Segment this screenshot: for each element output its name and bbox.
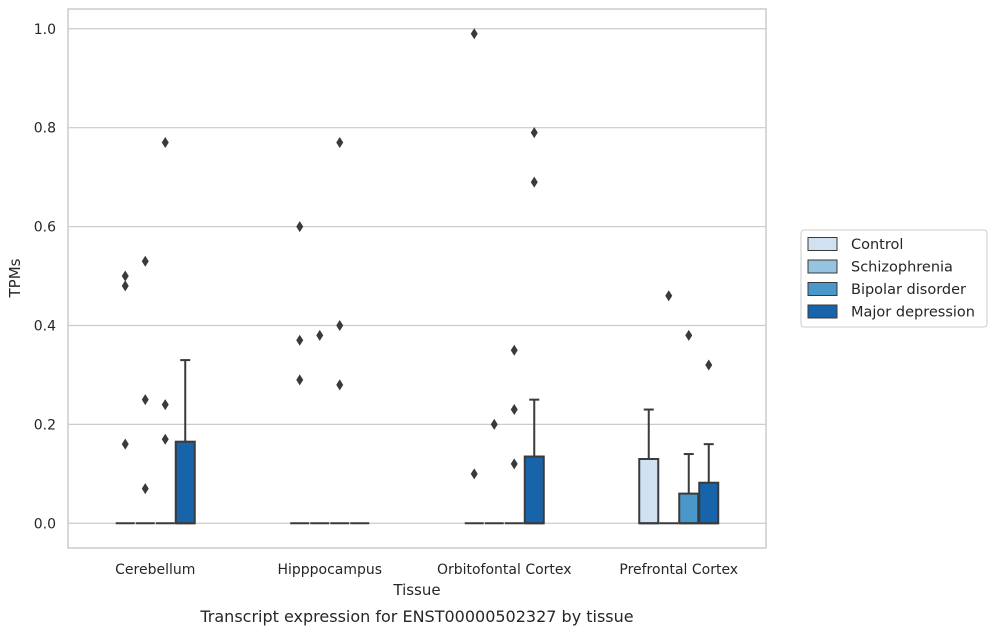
x-tick-labels: Cerebellum Hipppocampus Orbitofontal Corte… xyxy=(115,562,738,578)
plot-frame xyxy=(67,8,767,549)
legend-swatch xyxy=(807,259,838,274)
grid-lines xyxy=(68,28,766,524)
y-tick-label: 0.4 xyxy=(34,318,56,334)
outlier-point xyxy=(490,418,498,430)
legend-swatch xyxy=(807,282,838,296)
outlier-point xyxy=(336,137,344,149)
outlier-point xyxy=(336,319,344,331)
outlier-point xyxy=(121,270,129,282)
outlier-point xyxy=(685,329,693,341)
box-0-0 xyxy=(115,270,135,525)
box-1-1 xyxy=(310,329,330,525)
outlier-point xyxy=(530,127,538,139)
y-tick-label: 0.6 xyxy=(34,220,56,236)
box-0-2 xyxy=(155,137,175,525)
outlier-point xyxy=(316,329,324,341)
legend-frame xyxy=(800,229,988,328)
outlier-point xyxy=(705,359,713,371)
x-tick-label: Hipppocampus xyxy=(277,562,382,578)
box-2-1 xyxy=(484,418,504,525)
box-3-3 xyxy=(698,359,720,525)
box-1-2 xyxy=(330,137,350,525)
outlier-point xyxy=(296,334,304,346)
y-tick-label: 0.0 xyxy=(34,516,56,532)
y-axis-title: TPMs xyxy=(6,258,24,298)
box-body xyxy=(638,457,660,525)
outlier-point xyxy=(141,255,149,267)
box-body xyxy=(174,440,196,525)
box-3-0 xyxy=(638,408,660,525)
y-tick-label: 0.8 xyxy=(34,121,56,137)
outlier-point xyxy=(141,394,149,406)
box-0-3 xyxy=(174,359,196,525)
box-2-2 xyxy=(504,344,524,525)
outlier-point xyxy=(336,379,344,391)
chart-caption: Transcript expression for ENST0000050232… xyxy=(199,607,633,626)
outlier-point xyxy=(296,374,304,386)
box-1-0 xyxy=(290,221,310,525)
outlier-point xyxy=(141,483,149,495)
plot-marks xyxy=(115,28,720,525)
outlier-point xyxy=(530,176,538,188)
box-0-1 xyxy=(135,255,155,525)
x-axis-title: Tissue xyxy=(392,581,440,599)
legend-label: Schizophrenia xyxy=(851,260,953,276)
outlier-point xyxy=(296,221,304,233)
legend-label: Bipolar disorder xyxy=(851,282,966,298)
outlier-point xyxy=(510,404,518,416)
legend-label: Major depression xyxy=(851,305,975,321)
box-body xyxy=(523,455,545,525)
outlier-point xyxy=(161,433,169,445)
x-tick-label: Cerebellum xyxy=(115,562,195,578)
outlier-point xyxy=(121,280,129,292)
x-tick-label: Orbitofontal Cortex xyxy=(437,562,572,578)
legend: Control Schizophrenia Bipolar disorder Majo… xyxy=(800,229,988,328)
outlier-point xyxy=(665,290,673,302)
y-tick-label: 1.0 xyxy=(34,22,56,38)
outlier-point xyxy=(470,28,478,40)
box-2-3 xyxy=(523,127,545,525)
outlier-point xyxy=(470,468,478,480)
outlier-point xyxy=(510,344,518,356)
outlier-point xyxy=(161,399,169,411)
box-body xyxy=(698,481,720,525)
box-3-1 xyxy=(659,290,679,525)
legend-swatch xyxy=(807,304,838,319)
outlier-point xyxy=(161,137,169,149)
legend-swatch xyxy=(807,237,838,251)
legend-label: Control xyxy=(851,237,903,253)
y-tick-labels: 0.0 0.2 0.4 0.6 0.8 1.0 xyxy=(34,22,56,532)
x-tick-label: Prefrontal Cortex xyxy=(619,562,738,578)
box-3-2 xyxy=(678,329,700,525)
box-2-0 xyxy=(464,28,484,525)
outlier-point xyxy=(510,458,518,470)
y-tick-label: 0.2 xyxy=(34,417,56,433)
outlier-point xyxy=(121,438,129,450)
box-body xyxy=(678,492,700,525)
